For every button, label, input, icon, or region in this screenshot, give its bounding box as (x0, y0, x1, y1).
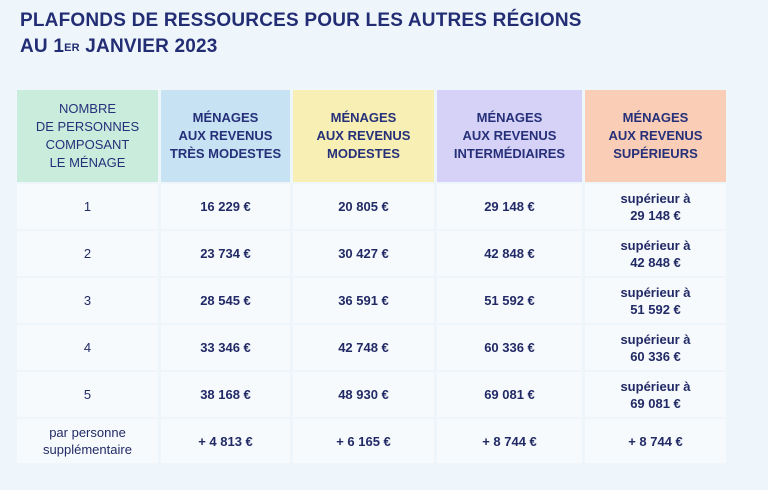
header-intermediaires-line: INTERMÉDIAIRES (453, 146, 566, 161)
cell-intermediaires-extra: + 8 744 € (437, 419, 582, 463)
title-line-1: PLAFONDS DE RESSOURCES POUR LES AUTRES R… (20, 10, 582, 31)
cell-modestes: 48 930 € (293, 372, 434, 417)
title-line-2-prefix: AU 1 (20, 36, 65, 57)
cell-superieurs-label: supérieur à (620, 190, 691, 206)
cell-persons: 4 (17, 325, 158, 370)
table-row-extra-person: par personne supplémentaire + 4 813 € + … (17, 419, 726, 463)
header-intermediaires-line: AUX REVENUS (462, 128, 557, 143)
header-tres-modestes-line: TRÈS MODESTES (169, 146, 282, 161)
cell-intermediaires: 51 592 € (437, 278, 582, 323)
cell-modestes: 20 805 € (293, 184, 434, 229)
cell-intermediaires: 29 148 € (437, 184, 582, 229)
cell-superieurs-label: supérieur à (620, 284, 691, 300)
cell-modestes: 36 591 € (293, 278, 434, 323)
title-line-2-sup: ER (64, 42, 80, 54)
cell-tres-modestes: 23 734 € (161, 231, 290, 276)
header-modestes-line: MÉNAGES (330, 110, 397, 125)
header-persons-line: DE PERSONNES (35, 119, 140, 134)
cell-intermediaires: 42 848 € (437, 231, 582, 276)
table-row: 4 33 346 € 42 748 € 60 336 € supérieur à… (17, 325, 726, 370)
page-title: PLAFONDS DE RESSOURCES POUR LES AUTRES R… (20, 8, 582, 60)
cell-superieurs: supérieur à 51 592 € (585, 278, 726, 323)
cell-persons-extra-line2: supplémentaire (43, 442, 132, 457)
cell-persons: 5 (17, 372, 158, 417)
cell-superieurs-value: 29 148 € (630, 207, 681, 223)
cell-tres-modestes: 38 168 € (161, 372, 290, 417)
cell-superieurs-label: supérieur à (620, 378, 691, 394)
title-line-2-suffix: JANVIER 2023 (79, 36, 218, 57)
cell-intermediaires: 69 081 € (437, 372, 582, 417)
table-row: 3 28 545 € 36 591 € 51 592 € supérieur à… (17, 278, 726, 323)
table-row: 1 16 229 € 20 805 € 29 148 € supérieur à… (17, 184, 726, 229)
cell-superieurs: supérieur à 60 336 € (585, 325, 726, 370)
header-modestes-line: MODESTES (327, 146, 400, 161)
header-superieurs-line: MÉNAGES (622, 110, 689, 125)
cell-persons-extra-line1: par personne (49, 425, 126, 440)
resource-ceilings-table: NOMBRE DE PERSONNES COMPOSANT LE MÉNAGE … (14, 88, 729, 465)
cell-persons-extra: par personne supplémentaire (17, 419, 158, 463)
cell-persons: 1 (17, 184, 158, 229)
header-intermediaires: MÉNAGES AUX REVENUS INTERMÉDIAIRES (437, 90, 582, 182)
cell-intermediaires: 60 336 € (437, 325, 582, 370)
cell-superieurs-value: 42 848 € (630, 254, 681, 270)
cell-modestes: 30 427 € (293, 231, 434, 276)
table-row: 2 23 734 € 30 427 € 42 848 € supérieur à… (17, 231, 726, 276)
header-superieurs-line: AUX REVENUS (608, 128, 703, 143)
header-modestes: MÉNAGES AUX REVENUS MODESTES (293, 90, 434, 182)
cell-tres-modestes-extra: + 4 813 € (161, 419, 290, 463)
cell-superieurs: supérieur à 69 081 € (585, 372, 726, 417)
cell-tres-modestes: 28 545 € (161, 278, 290, 323)
cell-superieurs-value: 60 336 € (630, 348, 681, 364)
cell-tres-modestes: 33 346 € (161, 325, 290, 370)
header-intermediaires-line: MÉNAGES (476, 110, 543, 125)
cell-superieurs-label: supérieur à (620, 331, 691, 347)
cell-superieurs-value: 51 592 € (630, 301, 681, 317)
header-tres-modestes: MÉNAGES AUX REVENUS TRÈS MODESTES (161, 90, 290, 182)
cell-tres-modestes: 16 229 € (161, 184, 290, 229)
header-persons-line: LE MÉNAGE (49, 155, 126, 170)
header-persons-line: NOMBRE (58, 101, 117, 116)
header-persons-line: COMPOSANT (45, 137, 130, 152)
table-header-row: NOMBRE DE PERSONNES COMPOSANT LE MÉNAGE … (17, 90, 726, 182)
table-row: 5 38 168 € 48 930 € 69 081 € supérieur à… (17, 372, 726, 417)
header-superieurs-line: SUPÉRIEURS (613, 146, 698, 161)
header-superieurs: MÉNAGES AUX REVENUS SUPÉRIEURS (585, 90, 726, 182)
header-persons: NOMBRE DE PERSONNES COMPOSANT LE MÉNAGE (17, 90, 158, 182)
header-tres-modestes-line: AUX REVENUS (178, 128, 273, 143)
cell-superieurs-value: 69 081 € (630, 395, 681, 411)
header-modestes-line: AUX REVENUS (316, 128, 411, 143)
cell-modestes-extra: + 6 165 € (293, 419, 434, 463)
cell-persons: 3 (17, 278, 158, 323)
cell-superieurs: supérieur à 42 848 € (585, 231, 726, 276)
cell-superieurs-extra: + 8 744 € (585, 419, 726, 463)
cell-superieurs: supérieur à 29 148 € (585, 184, 726, 229)
cell-persons: 2 (17, 231, 158, 276)
cell-superieurs-label: supérieur à (620, 237, 691, 253)
cell-modestes: 42 748 € (293, 325, 434, 370)
header-tres-modestes-line: MÉNAGES (192, 110, 259, 125)
